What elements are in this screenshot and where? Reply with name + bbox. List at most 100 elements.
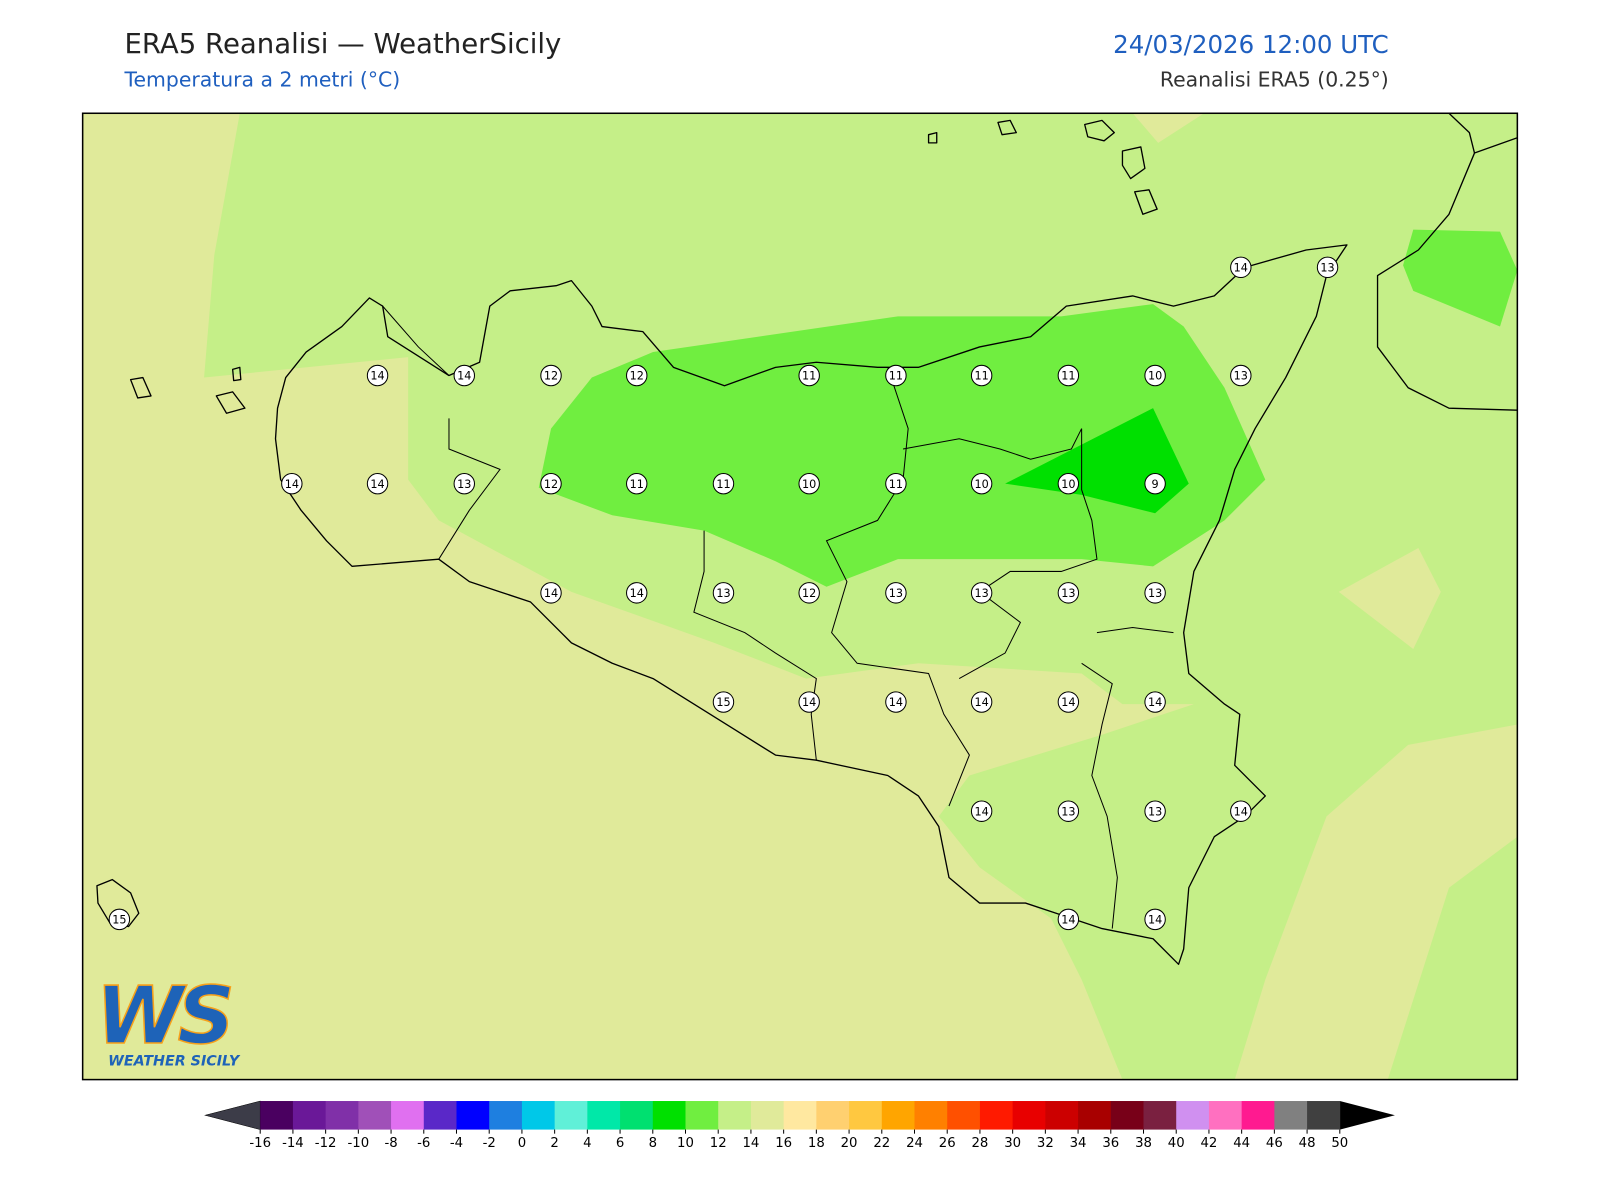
station-marker <box>1057 472 1080 495</box>
egadi <box>129 366 246 414</box>
colorbar-tick-label: -8 <box>384 1136 397 1151</box>
station-marker <box>366 364 389 387</box>
station-value: 12 <box>802 587 816 600</box>
station-value: 14 <box>1061 696 1075 709</box>
station-marker <box>970 800 993 822</box>
colorbar-tick-label: 38 <box>1135 1136 1152 1151</box>
colorbar-tick-label: 24 <box>906 1136 923 1151</box>
colorbar-under <box>204 1100 261 1130</box>
station-value: 14 <box>630 587 644 600</box>
colorbar-box <box>1241 1101 1275 1130</box>
station-marker <box>1144 691 1166 713</box>
station-marker <box>798 691 820 713</box>
station-marker <box>970 472 993 495</box>
colorbar-box <box>1143 1101 1177 1130</box>
station-marker <box>626 472 648 495</box>
station-marker <box>798 582 820 604</box>
station-value: 13 <box>1061 805 1075 818</box>
station-value: 11 <box>716 478 730 491</box>
station-value: 11 <box>889 370 903 383</box>
colorbar-box <box>325 1101 359 1130</box>
colorbar-box <box>1110 1101 1144 1130</box>
colorbar-tick-label: -14 <box>282 1136 304 1151</box>
station-value: 14 <box>370 478 384 491</box>
station-marker <box>1057 691 1080 713</box>
station-value: 11 <box>802 370 816 383</box>
station-marker <box>1057 908 1080 931</box>
calabria-north <box>1448 113 1476 154</box>
source: Reanalisi ERA5 (0.25°) <box>1160 68 1389 92</box>
station-marker <box>1230 256 1252 279</box>
station-value: 10 <box>974 478 988 491</box>
map-frame <box>81 112 1519 1081</box>
station-value: 13 <box>716 587 730 600</box>
colorbar-tick-label: 36 <box>1102 1136 1119 1151</box>
station-value: 10 <box>802 478 816 491</box>
colorbar-box <box>881 1101 915 1130</box>
station-marker <box>626 582 648 604</box>
colorbar-tick-label: 34 <box>1070 1136 1087 1151</box>
station-marker <box>885 582 907 604</box>
colorbar-box <box>587 1101 621 1130</box>
colorbar-box <box>750 1101 785 1130</box>
colorbar-tick-label: 46 <box>1266 1136 1283 1151</box>
colorbar-box <box>816 1101 850 1130</box>
station-value: 11 <box>974 370 988 383</box>
colorbar-tick-label: 32 <box>1037 1136 1054 1151</box>
colorbar-tick-label: 30 <box>1004 1136 1021 1151</box>
colorbar-tick-label: -2 <box>483 1136 496 1151</box>
station-marker <box>1230 800 1252 822</box>
colorbar-tick-label: 10 <box>677 1136 694 1151</box>
colorbar-tick-label: 8 <box>649 1136 657 1151</box>
station-value: 13 <box>1061 587 1075 600</box>
colorbar-box <box>620 1101 654 1130</box>
field-band <box>1005 408 1189 514</box>
station-value: 14 <box>285 478 299 491</box>
colorbar-box <box>1045 1101 1079 1130</box>
colorbar-box <box>489 1101 523 1130</box>
colorbar-tick-label: 28 <box>971 1136 988 1151</box>
station-marker <box>1144 582 1166 604</box>
station-marker <box>798 364 820 387</box>
field-band <box>1387 836 1518 1080</box>
colorbar-tick-label: 42 <box>1200 1136 1217 1151</box>
station-value: 13 <box>1234 370 1248 383</box>
station-marker <box>1057 582 1080 604</box>
station-marker <box>540 364 562 387</box>
title: ERA5 Reanalisi — WeatherSicily <box>124 28 561 60</box>
station-value: 14 <box>974 696 988 709</box>
station-marker <box>712 582 735 604</box>
field-band <box>1403 229 1518 327</box>
colorbar-tick-label: -16 <box>249 1136 271 1151</box>
colorbar-box <box>685 1101 719 1130</box>
colorbar-tick-label: 20 <box>841 1136 858 1151</box>
station-value: 14 <box>1148 913 1162 926</box>
station-value: 10 <box>1148 370 1162 383</box>
colorbar-tick-label: 2 <box>550 1136 558 1151</box>
temperature-field <box>82 113 1518 1080</box>
colorbar-box <box>423 1101 457 1130</box>
colorbar-box <box>456 1101 490 1130</box>
colorbar-tick-label: -6 <box>417 1136 430 1151</box>
station-value: 14 <box>1234 805 1248 818</box>
station-marker <box>970 691 993 713</box>
station-value: 14 <box>889 696 903 709</box>
station-marker <box>1230 364 1252 387</box>
eolie <box>927 119 1158 215</box>
station-marker <box>885 472 907 495</box>
colorbar-box <box>521 1101 556 1130</box>
logo-mark: WS <box>96 969 231 1062</box>
station-marker <box>453 364 475 387</box>
colorbar-box <box>1208 1101 1243 1130</box>
station-marker <box>885 691 907 713</box>
colorbar-tick-label: 16 <box>775 1136 792 1151</box>
colorbar-box <box>391 1101 425 1130</box>
colorbar-box <box>914 1101 948 1130</box>
station-value: 13 <box>1148 805 1162 818</box>
station-value: 14 <box>1148 696 1162 709</box>
colorbar: -16 -14 -12 -10 -8 -6 -4 -2 0 2 4 6 8 10 12 14 16 18 20 22 2… <box>204 1100 1395 1151</box>
station-value: 14 <box>370 370 384 383</box>
colorbar-box <box>358 1101 392 1130</box>
colorbar-box <box>292 1101 327 1130</box>
